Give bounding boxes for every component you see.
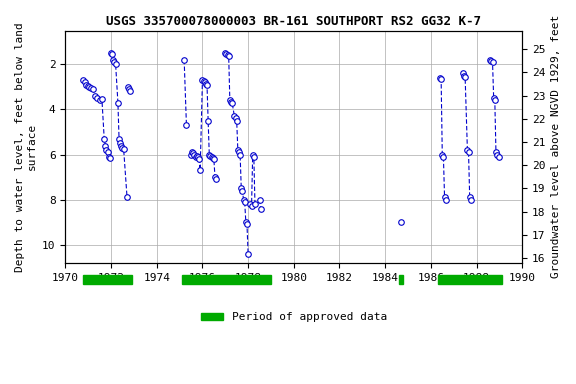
Title: USGS 335700078000003 BR-161 SOUTHPORT RS2 GG32 K-7: USGS 335700078000003 BR-161 SOUTHPORT RS… xyxy=(107,15,482,28)
Bar xyxy=(399,275,403,284)
Y-axis label: Groundwater level above NGVD 1929, feet: Groundwater level above NGVD 1929, feet xyxy=(551,15,561,278)
Bar xyxy=(438,275,502,284)
Y-axis label: Depth to water level, feet below land
surface: Depth to water level, feet below land su… xyxy=(15,22,37,271)
Bar xyxy=(82,275,132,284)
Legend: Period of approved data: Period of approved data xyxy=(196,308,392,327)
Bar xyxy=(182,275,271,284)
